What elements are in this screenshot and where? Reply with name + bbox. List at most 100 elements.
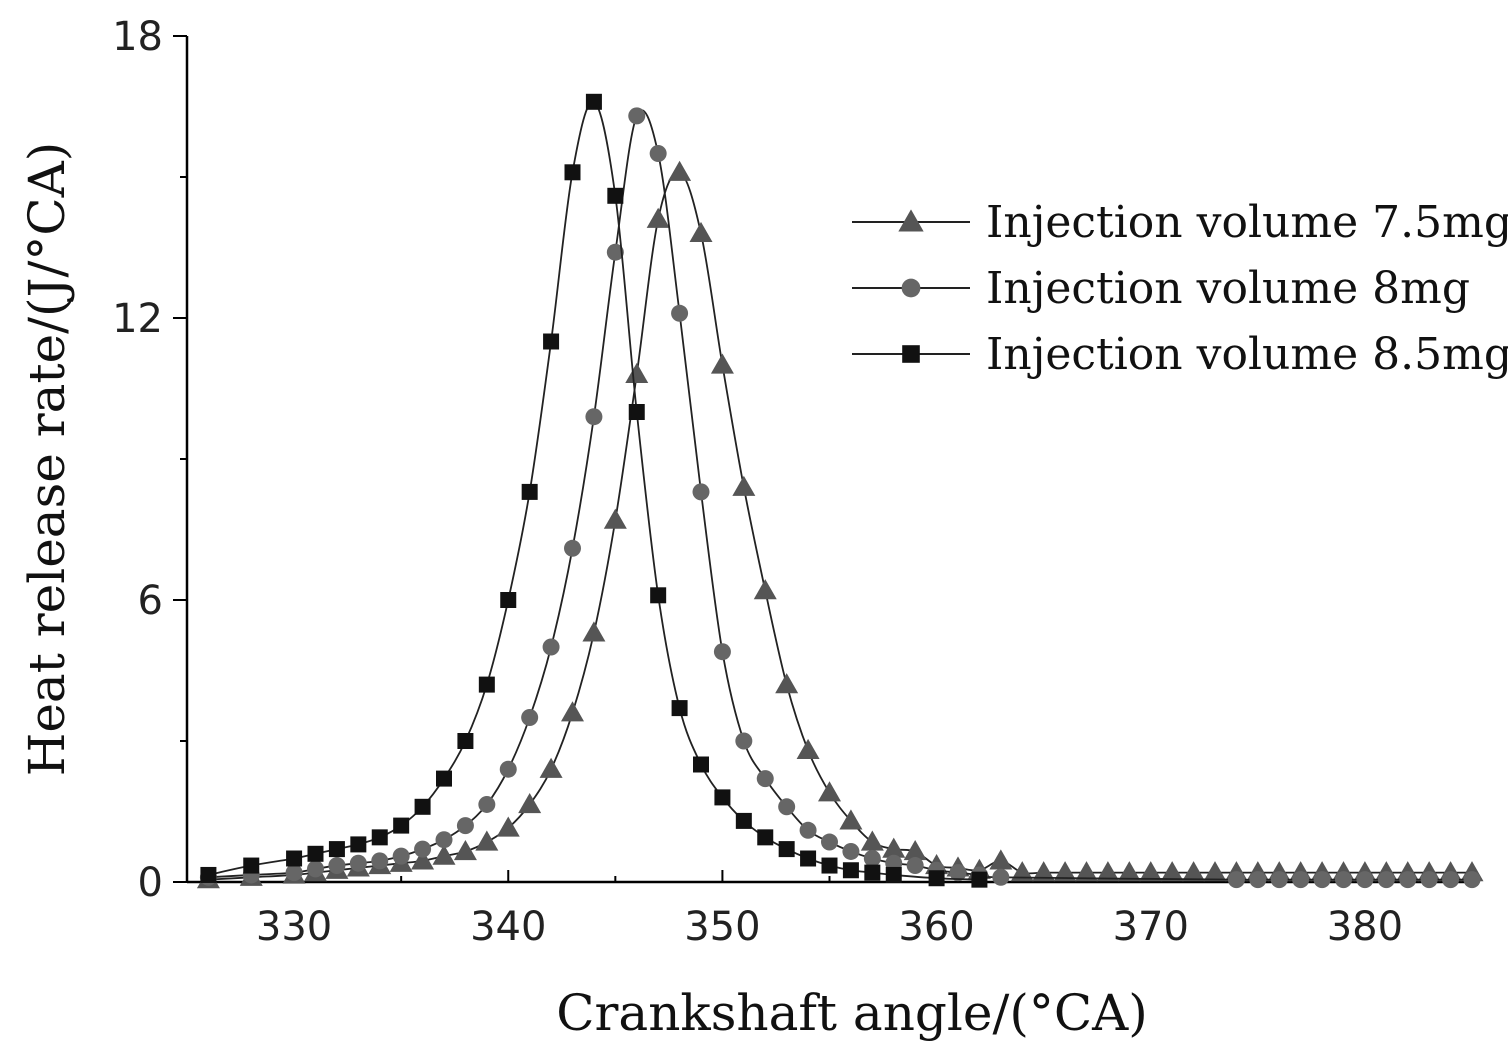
data-point-8mg	[478, 795, 496, 813]
legend-marker-square	[902, 345, 920, 363]
data-point-8mg	[1270, 871, 1288, 889]
data-point-8mg	[392, 847, 410, 865]
data-point-8mg	[756, 770, 774, 788]
data-point-8mg	[606, 243, 624, 261]
data-point-8mg	[521, 709, 539, 726]
data-point-8mg	[992, 868, 1010, 886]
data-point-8-5mg	[328, 841, 345, 858]
data-point-8-5mg	[521, 483, 538, 500]
data-point-8-5mg	[928, 870, 945, 887]
data-point-7-5mg	[689, 221, 713, 243]
data-point-8-5mg	[585, 93, 602, 110]
data-point-7-5mg	[496, 816, 520, 837]
data-point-7-5mg	[1203, 861, 1227, 882]
data-point-8mg	[1335, 871, 1352, 889]
data-point-7-5mg	[1032, 861, 1056, 882]
legend-label: Injection volume 7.5mg	[986, 197, 1508, 248]
legend-marker-circle	[901, 278, 921, 298]
x-tick-label: 380	[1327, 904, 1403, 950]
legend-marker-triangle	[898, 209, 924, 232]
legend-item-8-5mg: Injection volume 8.5mg	[852, 329, 1508, 380]
data-point-7-5mg	[882, 837, 906, 858]
data-point-8-5mg	[864, 864, 881, 881]
y-tick-label: 12	[112, 296, 163, 342]
legend-item-7-5mg: Injection volume 7.5mg	[852, 197, 1508, 248]
series-8mg	[199, 107, 1481, 889]
data-point-7-5mg	[860, 830, 884, 851]
data-point-7-5mg	[1096, 861, 1120, 882]
data-point-8-5mg	[307, 845, 324, 862]
data-point-8mg	[842, 842, 860, 860]
data-point-7-5mg	[1139, 861, 1163, 882]
data-point-8-5mg	[671, 700, 688, 717]
series-layer	[196, 93, 1484, 889]
data-point-7-5mg	[432, 844, 456, 865]
data-point-8mg	[435, 831, 453, 849]
data-point-7-5mg	[603, 508, 627, 529]
data-point-8mg	[821, 833, 838, 851]
data-point-8-5mg	[414, 798, 431, 815]
x-tick-label: 330	[256, 904, 332, 950]
data-point-7-5mg	[989, 849, 1013, 870]
x-tick-label: 340	[470, 904, 546, 950]
data-point-7-5mg	[453, 839, 477, 861]
data-point-8-5mg	[628, 404, 645, 420]
data-point-8mg	[585, 408, 603, 426]
data-point-7-5mg	[1053, 861, 1077, 882]
data-point-8mg	[799, 821, 817, 839]
data-point-7-5mg	[539, 757, 563, 778]
data-point-7-5mg	[1182, 861, 1206, 882]
data-point-8mg	[628, 107, 646, 125]
data-point-8mg	[713, 643, 731, 661]
legend: Injection volume 7.5mg Injection volume 8…	[852, 197, 1508, 380]
data-point-8-5mg	[243, 857, 260, 874]
data-point-8-5mg	[714, 789, 731, 806]
data-point-7-5mg	[518, 792, 542, 814]
data-point-7-5mg	[903, 839, 927, 861]
data-point-7-5mg	[732, 475, 756, 496]
data-point-8-5mg	[650, 587, 667, 604]
data-point-7-5mg	[411, 849, 435, 870]
data-point-8mg	[1399, 871, 1417, 889]
legend-item-8mg: Injection volume 8mg	[852, 263, 1470, 314]
data-point-8-5mg	[971, 871, 988, 888]
data-point-7-5mg	[646, 207, 670, 228]
x-tick-label: 350	[684, 904, 760, 950]
legend-label: Injection volume 8mg	[986, 263, 1470, 314]
data-point-8-5mg	[350, 836, 367, 853]
data-point-8-5mg	[564, 164, 581, 181]
data-point-7-5mg	[561, 701, 584, 722]
data-point-8mg	[1377, 871, 1395, 889]
data-point-8mg	[1442, 871, 1460, 889]
data-point-7-5mg	[1117, 861, 1141, 882]
data-point-8mg	[778, 798, 796, 816]
y-tick-label: 6	[138, 578, 163, 624]
series-8-5mg	[200, 93, 988, 888]
data-point-7-5mg	[753, 579, 777, 600]
data-point-8-5mg	[821, 857, 838, 874]
data-point-8mg	[692, 483, 710, 501]
data-point-8-5mg	[393, 817, 410, 834]
data-point-8mg	[1249, 871, 1267, 889]
data-point-8mg	[542, 638, 560, 656]
data-point-8-5mg	[478, 676, 495, 693]
data-point-8mg	[949, 864, 967, 882]
data-point-7-5mg	[625, 362, 649, 384]
axes	[185, 36, 1472, 884]
data-point-7-5mg	[818, 781, 841, 802]
data-point-8mg	[456, 817, 474, 835]
legend-label: Injection volume 8.5mg	[986, 329, 1508, 380]
data-point-8mg	[307, 860, 324, 878]
data-point-7-5mg	[839, 809, 863, 830]
data-point-8mg	[1292, 871, 1310, 889]
data-point-8mg	[499, 760, 517, 778]
y-axis-title: Heat release rate/(J/°CA)	[18, 142, 76, 777]
data-point-8mg	[735, 732, 753, 750]
data-point-8-5mg	[607, 187, 624, 204]
data-point-8-5mg	[543, 333, 560, 350]
data-point-8-5mg	[371, 829, 388, 846]
data-point-8mg	[349, 854, 367, 872]
data-point-8mg	[863, 850, 881, 867]
x-axis-title: Crankshaft angle/(°CA)	[556, 984, 1147, 1042]
